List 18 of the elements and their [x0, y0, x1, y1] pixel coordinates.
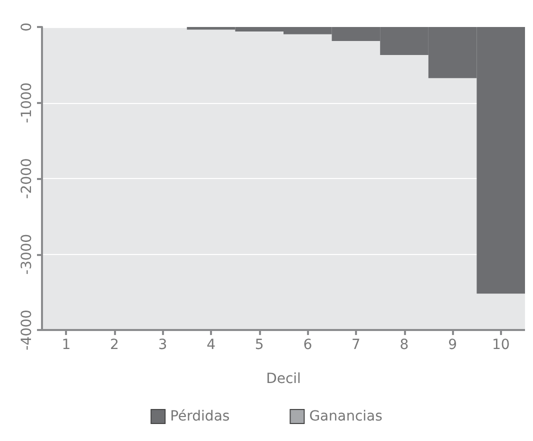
y-tick-label: -1000: [19, 82, 35, 124]
y-tick-label: -3000: [19, 234, 35, 275]
x-tick-label: 8: [400, 337, 409, 353]
legend-label: Ganancias: [309, 408, 382, 424]
x-axis-title: Decil: [266, 371, 301, 387]
x-tick-label: 10: [492, 337, 510, 353]
x-tick-label: 7: [351, 337, 360, 353]
x-tick-label: 5: [254, 337, 264, 353]
x-tick-label: 3: [158, 337, 168, 353]
x-tick-label: 9: [448, 337, 458, 353]
y-tick-label: -2000: [19, 158, 35, 199]
x-tick-label: 4: [206, 337, 216, 353]
x-tick-label: 1: [62, 337, 71, 353]
x-tick-label: 6: [303, 337, 312, 353]
x-tick-label: 2: [110, 337, 119, 353]
y-tick-label: 0: [19, 22, 35, 32]
legend-label: Pérdidas: [170, 408, 230, 424]
y-tick-label: -4000: [19, 310, 35, 350]
